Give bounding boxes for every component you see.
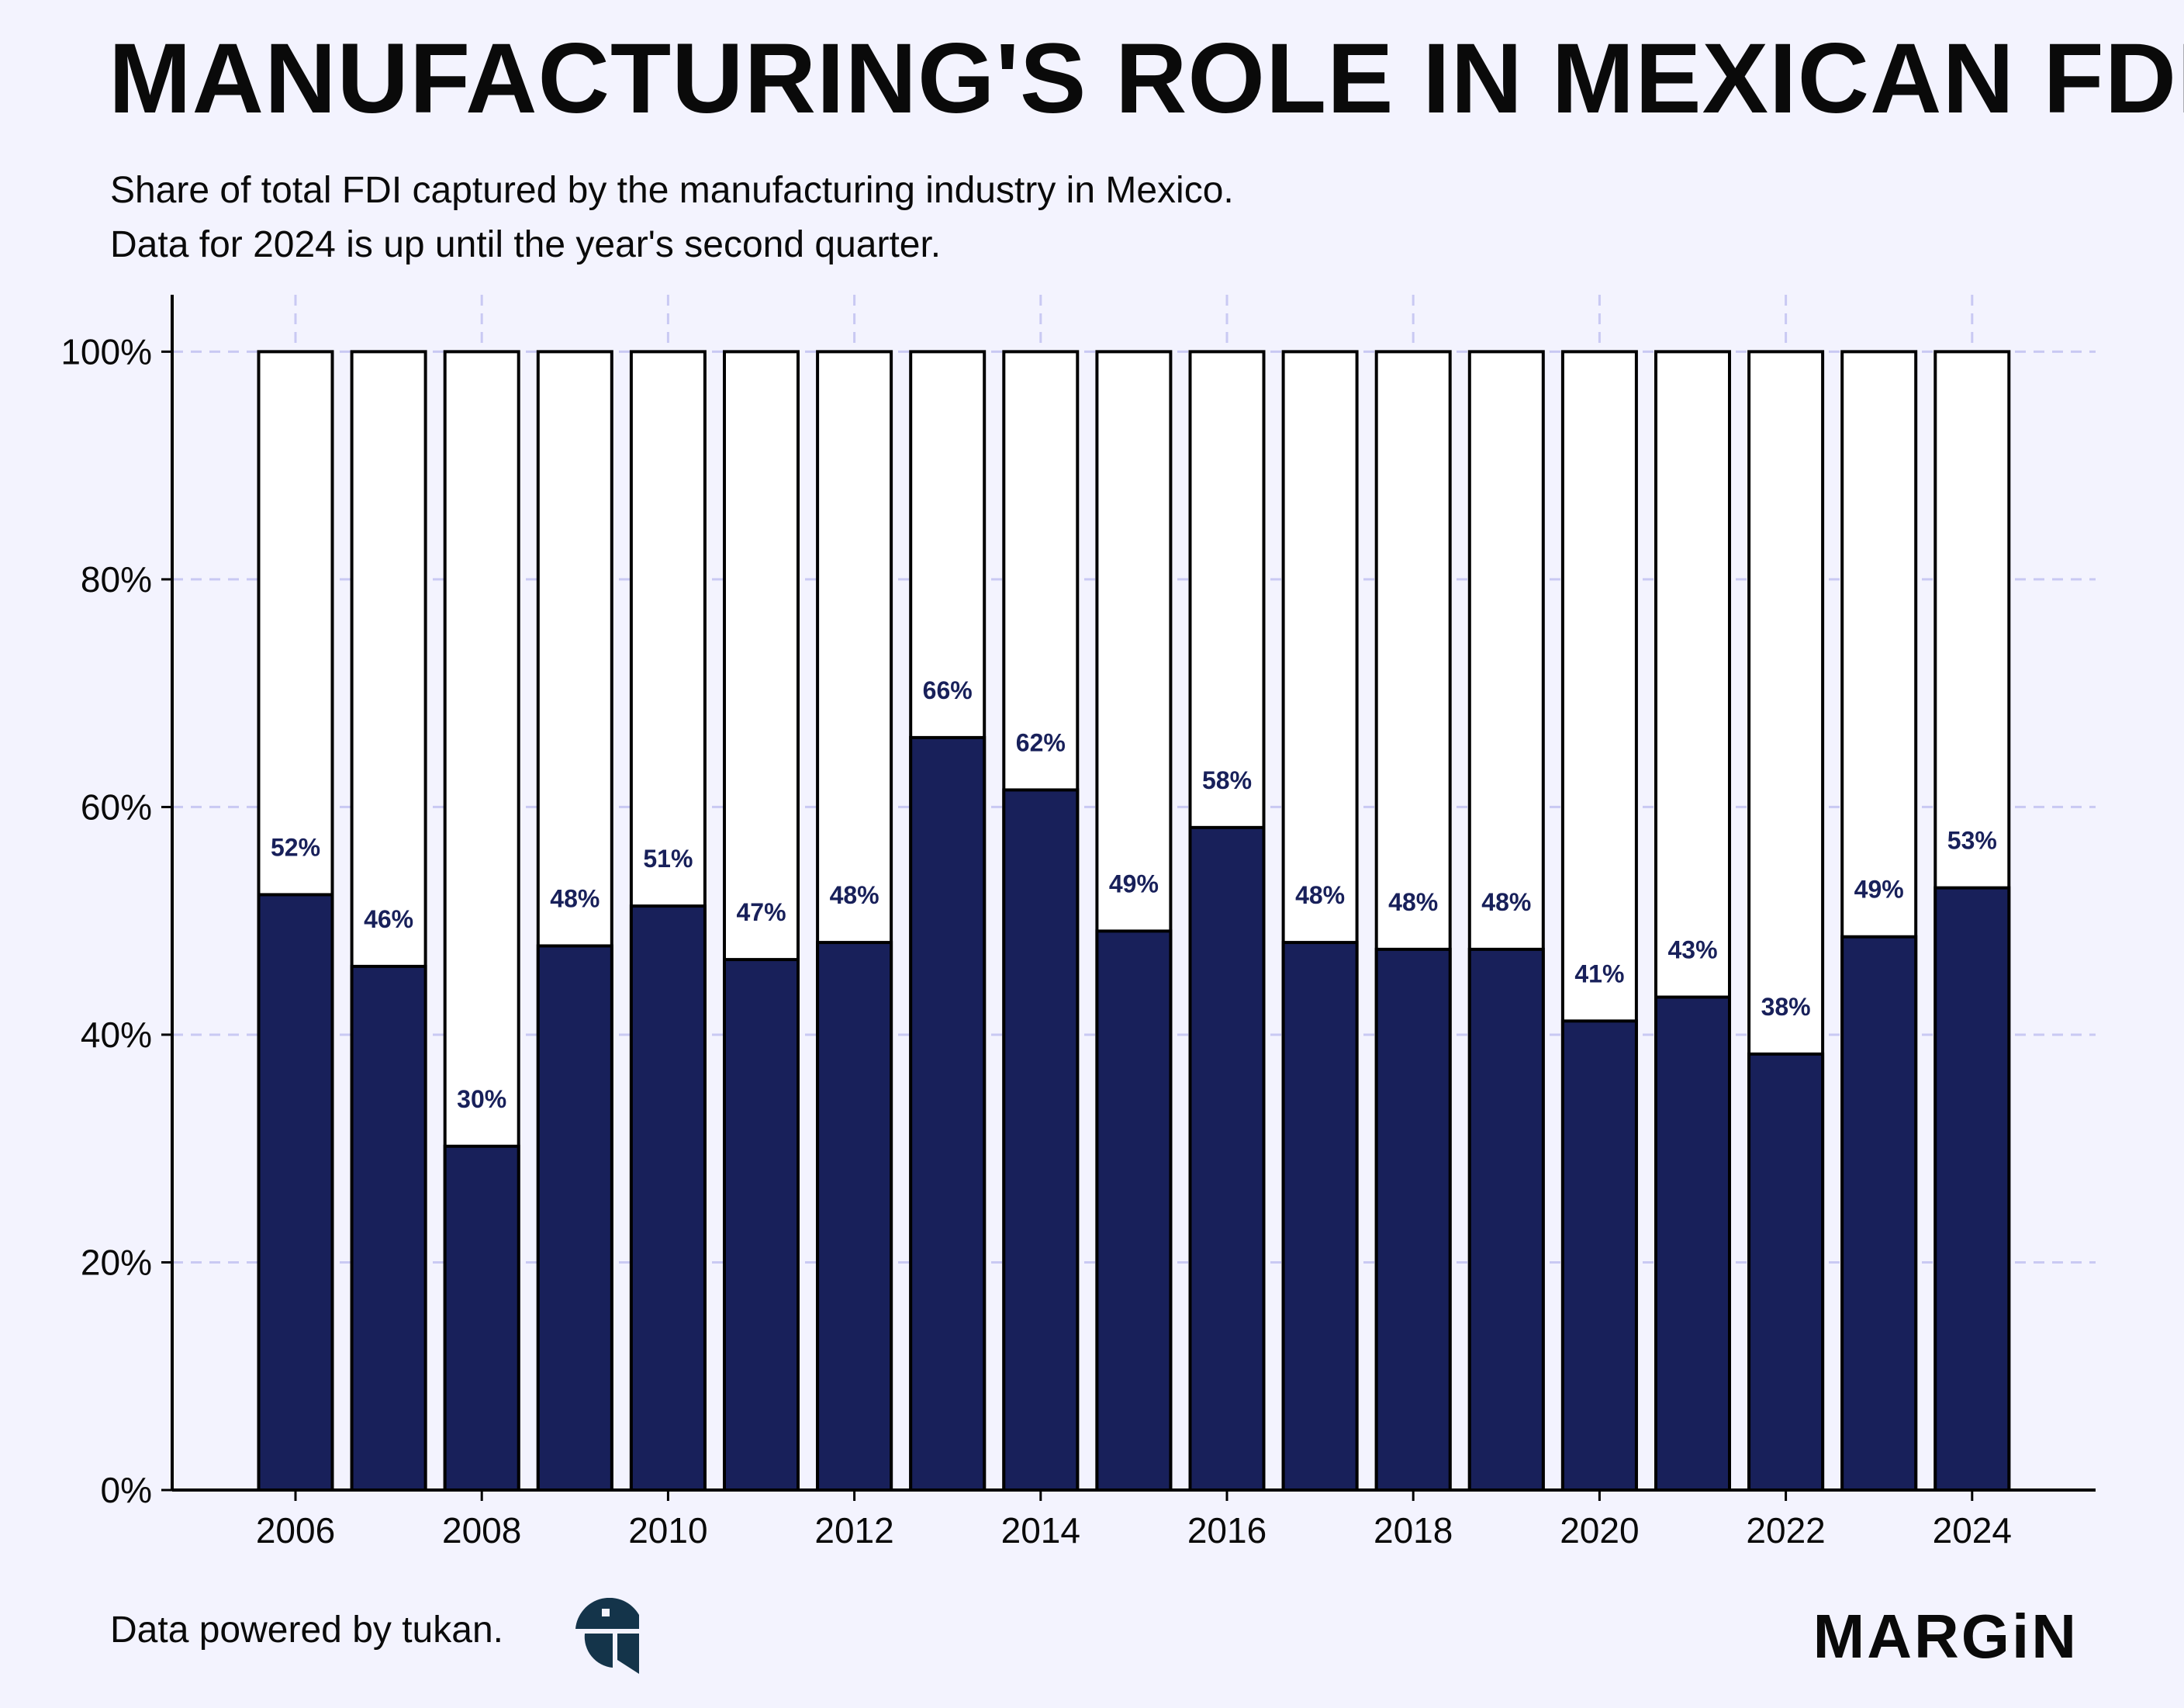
- bar-value-2016: [1188, 825, 1266, 1492]
- axis-layer: [161, 295, 2096, 1501]
- chart-title: MANUFACTURING'S ROLE IN MEXICAN FDI: [109, 23, 2184, 134]
- x-tick-label: 2016: [1187, 1510, 1267, 1551]
- data-label-2017: 48%: [1295, 881, 1345, 909]
- data-label-2010: 51%: [643, 845, 693, 873]
- data-label-2013: 66%: [923, 676, 973, 704]
- bar-value-2017: [1281, 941, 1359, 1492]
- data-label-2012: 48%: [830, 881, 879, 909]
- y-tick-label: 20%: [81, 1242, 152, 1282]
- y-tick-label: 100%: [60, 331, 152, 372]
- x-tick-label: 2010: [628, 1510, 707, 1551]
- bar-value-2009: [536, 944, 613, 1492]
- bar-value-2006: [257, 893, 334, 1492]
- data-label-2009: 48%: [550, 884, 600, 912]
- data-label-2023: 49%: [1854, 876, 1904, 904]
- x-tick-label: 2018: [1374, 1510, 1453, 1551]
- data-label-2007: 46%: [364, 905, 413, 933]
- y-tick-label: 40%: [81, 1015, 152, 1055]
- bar-value-2019: [1467, 947, 1545, 1492]
- bar-value-2022: [1747, 1052, 1825, 1492]
- y-tick-label: 60%: [81, 787, 152, 827]
- bar-value-2010: [629, 904, 707, 1492]
- brand-logo: MARGiN: [1813, 1602, 2079, 1671]
- bar-value-2012: [816, 941, 893, 1492]
- data-label-2011: 47%: [736, 898, 786, 926]
- data-label-2024: 53%: [1947, 827, 1997, 855]
- data-label-2022: 38%: [1761, 993, 1811, 1021]
- data-label-2018: 48%: [1388, 888, 1438, 916]
- bar-value-2007: [350, 964, 427, 1492]
- data-label-2016: 58%: [1202, 766, 1252, 794]
- bar-value-2011: [723, 958, 800, 1492]
- tukan-logo: [575, 1598, 639, 1674]
- data-label-2019: 48%: [1481, 888, 1531, 916]
- data-label-2008: 30%: [457, 1085, 506, 1113]
- bar-value-2018: [1374, 947, 1452, 1492]
- data-label-2020: 41%: [1574, 959, 1624, 987]
- label-layer: 0% 20% 40% 60% 80% 100% 2006 2008 2010 2012 2014 20…: [60, 331, 2012, 1551]
- x-tick-label: 2006: [256, 1510, 335, 1551]
- bar-layer: [257, 350, 2011, 1492]
- bar-value-2013: [909, 735, 987, 1492]
- y-tick-label: 0%: [101, 1470, 152, 1510]
- data-source-note: Data powered by tukan.: [110, 1609, 503, 1651]
- y-tick-label: 80%: [81, 559, 152, 600]
- bar-value-2015: [1095, 929, 1173, 1492]
- x-tick-label: 2024: [1933, 1510, 2012, 1551]
- bar-value-2014: [1002, 788, 1080, 1492]
- bar-value-2020: [1560, 1019, 1638, 1492]
- x-tick-label: 2012: [814, 1510, 893, 1551]
- chart-subtitle-line-1: Share of total FDI captured by the manuf…: [110, 170, 1234, 211]
- bar-value-2021: [1654, 995, 1731, 1492]
- bar-value-2023: [1840, 935, 1918, 1492]
- data-label-2014: 62%: [1016, 728, 1066, 756]
- data-label-2015: 49%: [1109, 870, 1159, 897]
- data-label-2006: 52%: [271, 833, 320, 861]
- x-tick-label: 2022: [1746, 1510, 1825, 1551]
- data-label-2021: 43%: [1667, 936, 1717, 964]
- bar-value-2024: [1933, 886, 2011, 1492]
- x-tick-label: 2008: [442, 1510, 521, 1551]
- x-tick-label: 2014: [1001, 1510, 1080, 1551]
- x-tick-label: 2020: [1560, 1510, 1639, 1551]
- chart-subtitle-line-2: Data for 2024 is up until the year's sec…: [110, 224, 942, 265]
- bar-value-2008: [443, 1144, 520, 1492]
